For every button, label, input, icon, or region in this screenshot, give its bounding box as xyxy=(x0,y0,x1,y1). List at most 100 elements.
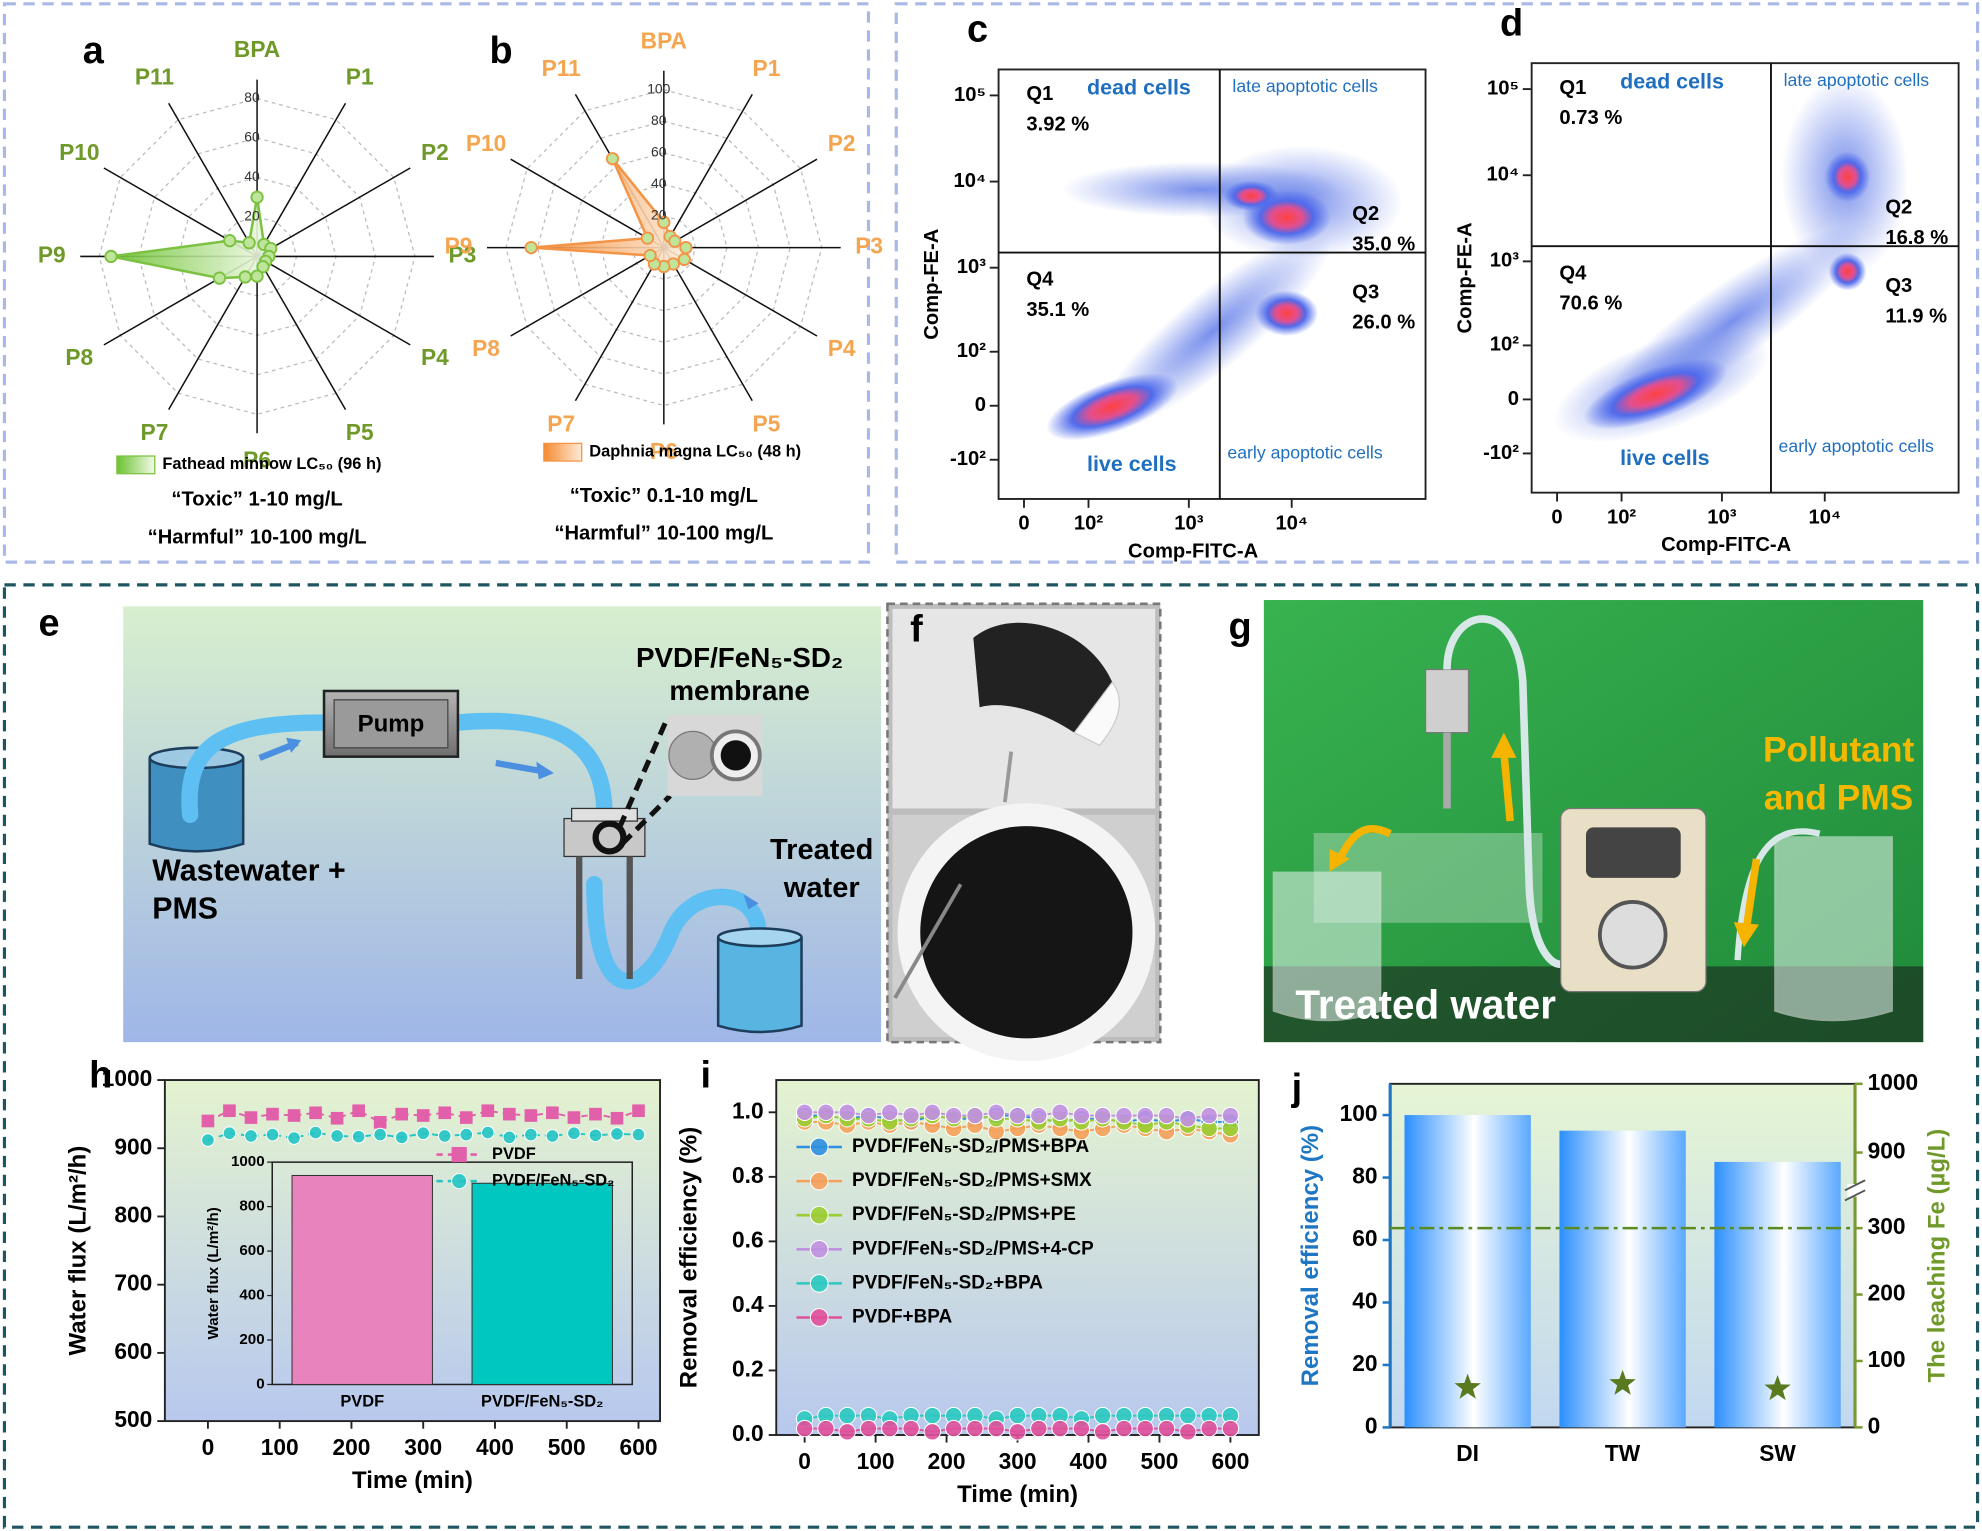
radar-point xyxy=(640,231,655,245)
axis-label: P4 xyxy=(421,344,449,370)
x-tick-label: PVDF/FeN₅-SD₂ xyxy=(481,1392,603,1410)
axis-label: P1 xyxy=(753,55,781,81)
series-point xyxy=(838,1406,856,1425)
series-point xyxy=(881,1419,899,1438)
axis-label: P1 xyxy=(346,64,374,90)
y-tick-label: 0 xyxy=(975,394,986,416)
legend-marker xyxy=(451,1173,468,1190)
y-tick-label: 0.4 xyxy=(732,1291,764,1317)
inlet-label-text: Wastewater + PMS xyxy=(152,853,346,926)
legend-label: Fathead minnow LC₅₀ (96 h) xyxy=(162,455,381,473)
y-tick-label: 900 xyxy=(114,1133,152,1159)
series-point xyxy=(987,1419,1005,1438)
series-point xyxy=(223,1104,236,1118)
series-point xyxy=(546,1106,559,1120)
panel-label: j xyxy=(1291,1067,1303,1109)
legend-label: Daphnia magna LC₅₀ (48 h) xyxy=(589,443,801,461)
y-tick-label: 0.8 xyxy=(732,1162,764,1188)
series-point xyxy=(503,1107,516,1121)
series-point xyxy=(351,1129,366,1144)
panel-label: d xyxy=(1500,2,1523,44)
y-axis-label: Comp-FE-A xyxy=(921,228,943,340)
series-point xyxy=(459,1111,473,1124)
series-point xyxy=(287,1109,301,1122)
series-point xyxy=(610,1127,624,1141)
y-tick-label: 10³ xyxy=(1490,250,1519,272)
series-point xyxy=(330,1129,344,1143)
x-tick-label: 10³ xyxy=(1174,513,1203,535)
quadrant-percent: 35.0 % xyxy=(1352,233,1415,255)
radar-point xyxy=(238,270,252,284)
x-axis-label: Comp-FITC-A xyxy=(1661,534,1792,556)
y-tick-label: 20 xyxy=(1352,1350,1377,1376)
y-tick-label: 1.0 xyxy=(732,1097,764,1123)
axis-label: P4 xyxy=(828,335,856,361)
y-tick-label: 0 xyxy=(256,1375,264,1392)
series-point xyxy=(201,1133,215,1147)
region-label: dead cells xyxy=(1087,77,1191,99)
series-point xyxy=(567,1111,581,1124)
legend-marker xyxy=(809,1137,829,1157)
series-point xyxy=(966,1419,984,1438)
quadrant-percent: 3.92 % xyxy=(1026,113,1089,135)
series-point xyxy=(1008,1406,1027,1425)
radar-point xyxy=(657,215,671,229)
radar-point xyxy=(668,234,682,248)
legend-label: PVDF/FeN₅-SD₂+BPA xyxy=(852,1272,1043,1293)
x-tick-label: 400 xyxy=(476,1434,514,1460)
legend-label: PVDF/FeN₅-SD₂/PMS+PE xyxy=(852,1204,1076,1225)
setup-photo: Pollutant and PMS Treated water g xyxy=(1228,600,1924,1043)
spoke xyxy=(256,102,347,257)
series-point xyxy=(480,1125,495,1140)
series-point xyxy=(1093,1106,1112,1125)
series-point xyxy=(1030,1419,1048,1438)
region-label-text: early apoptotic cells xyxy=(1227,442,1383,463)
axis-label: P3 xyxy=(855,233,883,259)
series-point xyxy=(1179,1110,1197,1128)
quadrant-percent: 70.6 % xyxy=(1559,293,1622,315)
legend-swatch xyxy=(543,442,583,462)
x-axis-label: Comp-FITC-A xyxy=(1128,540,1259,562)
axis-label: P11 xyxy=(135,64,174,90)
legend-marker xyxy=(809,1171,829,1191)
x-tick-label: 100 xyxy=(857,1448,895,1474)
series-point xyxy=(265,1127,280,1142)
axis-label: P9 xyxy=(38,241,66,267)
panel-label: f xyxy=(910,609,923,651)
series-point xyxy=(287,1131,301,1145)
series-point xyxy=(266,1107,279,1121)
radar-point xyxy=(212,271,227,285)
x-tick-label: 10⁴ xyxy=(1275,513,1307,535)
y-tick-label: 700 xyxy=(114,1270,152,1296)
annotation: “Harmful” 10-100 mg/L xyxy=(554,523,773,545)
x-tick-label: 400 xyxy=(1070,1448,1108,1474)
spoke xyxy=(256,255,411,346)
quadrant-percent: 0.73 % xyxy=(1559,107,1622,129)
plot-frame xyxy=(997,68,1427,500)
region-label: live cells xyxy=(1620,447,1710,469)
series-point xyxy=(589,1107,602,1121)
r-tick-label: 100 xyxy=(647,80,670,96)
outlet-label: Treated water xyxy=(770,832,873,903)
legend-label: PVDF xyxy=(492,1145,536,1163)
density-clouds xyxy=(1046,75,1909,443)
series-point xyxy=(373,1127,387,1142)
series-point xyxy=(859,1419,878,1438)
series-point xyxy=(201,1114,215,1128)
radar-point xyxy=(242,236,256,250)
series-point xyxy=(944,1106,963,1125)
y-tick-label: 1000 xyxy=(231,1153,265,1170)
series-point xyxy=(545,1129,560,1143)
x-tick-label: 600 xyxy=(1211,1448,1249,1474)
y-tick-label: 600 xyxy=(239,1242,264,1259)
axis-label: P10 xyxy=(59,139,99,165)
x-axis-label: Time (min) xyxy=(352,1467,473,1494)
radar-point xyxy=(679,240,693,255)
y-tick-label: -10² xyxy=(1483,442,1519,464)
panel-label: h xyxy=(89,1055,112,1097)
y-tick-label: 60 xyxy=(1352,1225,1377,1251)
region-label-text: late apoptotic cells xyxy=(1232,75,1378,97)
axis-label: P7 xyxy=(141,419,169,445)
quadrant-percent: 35.1 % xyxy=(1026,299,1089,321)
legend-label: PVDF/FeN₅-SD₂ xyxy=(492,1171,614,1189)
